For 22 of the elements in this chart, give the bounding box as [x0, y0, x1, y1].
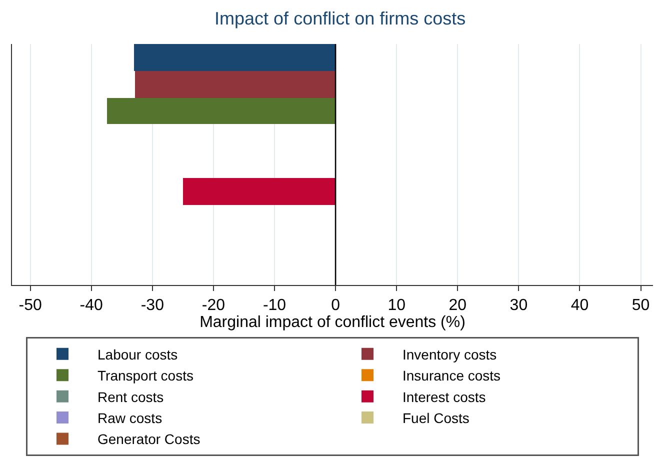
legend-label: Labour costs: [98, 346, 178, 362]
x-tick-label: -10: [262, 297, 286, 314]
x-tick-label: 30: [510, 297, 528, 314]
legend-label: Interest costs: [402, 388, 486, 405]
x-tick-label: 20: [448, 297, 467, 314]
x-tick-label: 0: [331, 297, 340, 314]
x-tick-label: 40: [570, 297, 589, 314]
legend-label: Insurance costs: [402, 368, 501, 384]
chart-title: Impact of conflict on firms costs: [214, 8, 466, 28]
x-tick-label: -50: [18, 297, 42, 314]
legend-label: Transport costs: [98, 368, 194, 384]
x-tick-label: -30: [140, 297, 164, 314]
legend-label: Inventory costs: [402, 346, 497, 362]
x-tick-label: -40: [80, 297, 104, 314]
x-tick-label: -20: [202, 297, 226, 314]
x-axis-title: Marginal impact of conflict events (%): [200, 314, 466, 332]
legend-label: Fuel Costs: [402, 410, 470, 426]
legend-label: Raw costs: [98, 410, 162, 426]
legend-label: Generator Costs: [98, 431, 200, 448]
x-tick-label: 50: [632, 297, 650, 314]
x-tick-label: 10: [388, 297, 406, 314]
legend-label: Rent costs: [98, 388, 164, 405]
